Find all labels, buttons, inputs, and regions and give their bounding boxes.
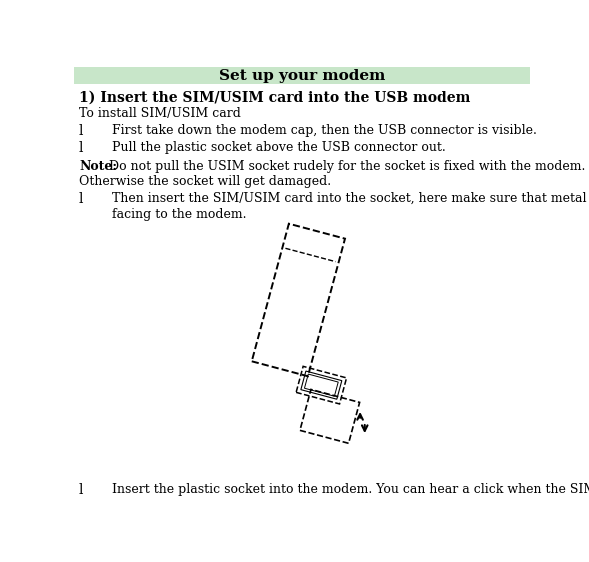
Text: facing to the modem.: facing to the modem.: [112, 207, 247, 220]
Text: To install SIM/USIM card: To install SIM/USIM card: [79, 107, 241, 120]
Text: l: l: [79, 192, 84, 206]
Text: l: l: [79, 483, 84, 497]
Text: Pull the plastic socket above the USB connector out.: Pull the plastic socket above the USB co…: [112, 142, 446, 155]
Text: Otherwise the socket will get damaged.: Otherwise the socket will get damaged.: [79, 175, 331, 188]
Text: l: l: [79, 142, 84, 155]
Bar: [74, 67, 530, 84]
Text: l: l: [79, 124, 84, 138]
Text: Do not pull the USIM socket rudely for the socket is fixed with the modem.: Do not pull the USIM socket rudely for t…: [105, 160, 585, 173]
Polygon shape: [300, 389, 360, 443]
Polygon shape: [296, 366, 346, 404]
Text: Set up your modem: Set up your modem: [219, 69, 385, 83]
Text: 1) Insert the SIM/USIM card into the USB modem: 1) Insert the SIM/USIM card into the USB…: [79, 90, 471, 105]
Polygon shape: [252, 224, 345, 376]
Text: Insert the plastic socket into the modem. You can hear a click when the SIM/USIM: Insert the plastic socket into the modem…: [112, 483, 589, 496]
Text: Then insert the SIM/USIM card into the socket, here make sure that metal contact: Then insert the SIM/USIM card into the s…: [112, 192, 589, 205]
Text: First take down the modem cap, then the USB connector is visible.: First take down the modem cap, then the …: [112, 124, 537, 138]
Text: Note:: Note:: [79, 160, 117, 173]
